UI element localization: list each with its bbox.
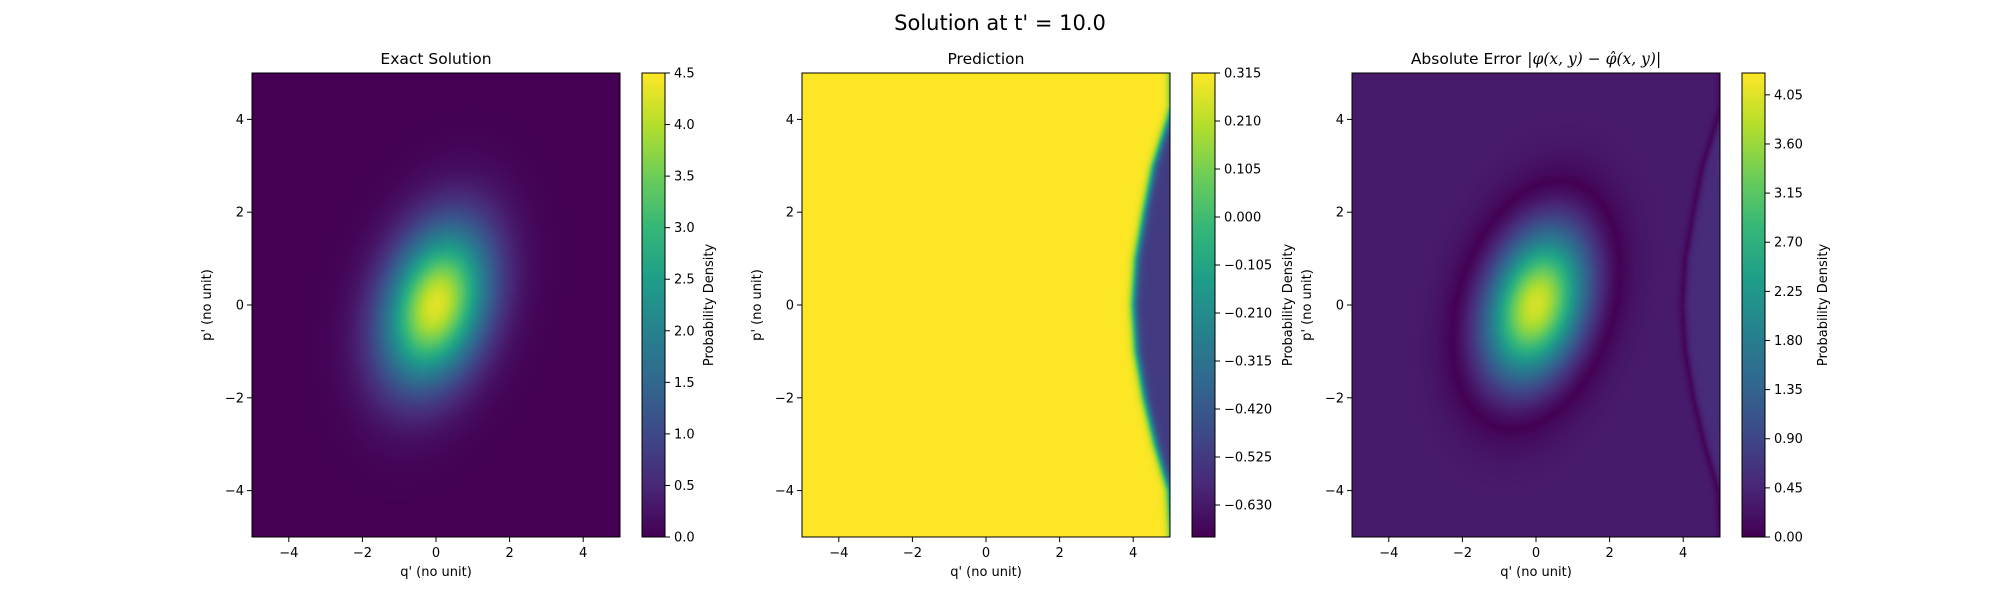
colorbar-tick-label: 1.5 — [674, 376, 695, 391]
y-tick-label: 2 — [786, 206, 794, 221]
x-axis-label: q' (no unit) — [1500, 565, 1572, 580]
colorbar-frame — [641, 72, 666, 538]
x-tick-label: −4 — [1379, 546, 1398, 561]
x-tick-label: −4 — [279, 546, 298, 561]
x-tick-label: 4 — [579, 546, 587, 561]
y-tick-label: 2 — [1336, 206, 1344, 221]
x-tick-label: 0 — [982, 546, 990, 561]
panel-exact-solution: Exact Solution −4 −2 0 2 4 −4 −2 0 2 4 q' (no un… — [200, 50, 717, 580]
y-tick-label: −2 — [775, 391, 794, 406]
colorbar-ticks: 0.0 0.5 1.0 1.5 2.0 2.5 3.0 3.5 4.0 4.5 — [665, 67, 695, 546]
colorbar-tick-label: 0.5 — [674, 479, 695, 494]
colorbar-tick-label: −0.525 — [1224, 451, 1272, 466]
x-axis-label: q' (no unit) — [950, 565, 1022, 580]
colorbar-tick-label: 0.105 — [1224, 163, 1261, 178]
colorbar-tick-label: 3.0 — [674, 221, 695, 236]
x-tick-label: 4 — [1129, 546, 1137, 561]
panel-absolute-error: Absolute Error |φ(x, y) − φ̂(x, y)| −4 −2 0… — [1300, 50, 1831, 580]
colorbar-tick-label: 4.05 — [1774, 88, 1803, 103]
colorbar-tick-label: 2.0 — [674, 324, 695, 339]
colorbar-tick-label: −0.630 — [1224, 499, 1272, 514]
panel-title: Prediction — [947, 50, 1024, 68]
colorbar-tick-label: 3.5 — [674, 170, 695, 185]
heatmap-exact — [252, 73, 620, 537]
x-axis-label: q' (no unit) — [400, 565, 472, 580]
x-ticks: −4 −2 0 2 4 — [829, 537, 1137, 561]
x-tick-label: −4 — [829, 546, 848, 561]
y-tick-label: −4 — [775, 484, 794, 499]
colorbar-frame — [1191, 72, 1216, 538]
colorbar-tick-label: 4.5 — [674, 67, 695, 82]
colorbar-tick-label: 2.5 — [674, 273, 695, 288]
colorbar-tick-label: 0.90 — [1774, 432, 1803, 447]
colorbar-tick-label: 1.35 — [1774, 383, 1803, 398]
colorbar-tick-label: 0.45 — [1774, 481, 1803, 496]
y-tick-label: 0 — [786, 299, 794, 314]
panel-title: Exact Solution — [380, 50, 491, 68]
colorbar-frame — [1741, 72, 1766, 538]
panel-title-math: |φ(x, y) − φ̂(x, y)| — [1527, 50, 1661, 68]
colorbar-tick-label: 0.210 — [1224, 115, 1261, 130]
x-tick-label: 2 — [1055, 546, 1063, 561]
y-tick-label: 4 — [236, 113, 244, 128]
colorbar-tick-label: −0.420 — [1224, 403, 1272, 418]
y-axis-label: p' (no unit) — [750, 269, 765, 341]
y-tick-label: −2 — [225, 391, 244, 406]
x-ticks: −4 −2 0 2 4 — [279, 537, 587, 561]
colorbar-tick-label: 3.60 — [1774, 137, 1803, 152]
y-ticks: −4 −2 0 2 4 — [225, 113, 252, 499]
heatmap-prediction — [802, 73, 1170, 537]
y-tick-label: 2 — [236, 206, 244, 221]
colorbar-label: Probability Density — [1816, 244, 1831, 367]
panel-title: Absolute Error |φ(x, y) − φ̂(x, y)| — [1411, 50, 1661, 68]
x-ticks: −4 −2 0 2 4 — [1379, 537, 1687, 561]
colorbar-tick-label: 2.25 — [1774, 285, 1803, 300]
x-tick-label: 0 — [432, 546, 440, 561]
colorbar-tick-label: 1.0 — [674, 427, 695, 442]
x-tick-label: −2 — [1453, 546, 1472, 561]
x-tick-label: 4 — [1679, 546, 1687, 561]
x-tick-label: 2 — [1605, 546, 1613, 561]
x-tick-label: −2 — [903, 546, 922, 561]
colorbar-tick-label: 1.80 — [1774, 334, 1803, 349]
y-tick-label: 4 — [1336, 113, 1344, 128]
colorbar — [642, 73, 665, 537]
y-tick-label: −4 — [1325, 484, 1344, 499]
y-ticks: −4 −2 0 2 4 — [775, 113, 802, 499]
colorbar-tick-label: 4.0 — [674, 118, 695, 133]
colorbar-tick-label: −0.315 — [1224, 355, 1272, 370]
colorbar-tick-label: −0.105 — [1224, 259, 1272, 274]
colorbar — [1742, 73, 1765, 537]
colorbar-tick-label: 0.0 — [674, 531, 695, 546]
y-tick-label: −2 — [1325, 391, 1344, 406]
y-axis-label: p' (no unit) — [1300, 269, 1315, 341]
y-tick-label: 4 — [786, 113, 794, 128]
colorbar-ticks: 0.00 0.45 0.90 1.35 1.80 2.25 2.70 3.15 3.60 4.05 — [1765, 88, 1803, 546]
colorbar-tick-label: 0.315 — [1224, 67, 1261, 82]
x-tick-label: −2 — [353, 546, 372, 561]
colorbar-label: Probability Density — [1281, 244, 1296, 367]
colorbar-label: Probability Density — [702, 244, 717, 367]
y-tick-label: 0 — [1336, 299, 1344, 314]
y-tick-label: −4 — [225, 484, 244, 499]
colorbar-tick-label: 2.70 — [1774, 236, 1803, 251]
y-axis-label: p' (no unit) — [200, 269, 215, 341]
colorbar-tick-label: 3.15 — [1774, 187, 1803, 202]
x-tick-label: 2 — [505, 546, 513, 561]
panel-title-text: Absolute Error — [1411, 50, 1522, 68]
colorbar-tick-label: −0.210 — [1224, 307, 1272, 322]
y-tick-label: 0 — [236, 299, 244, 314]
figure-suptitle: Solution at t' = 10.0 — [894, 11, 1106, 35]
colorbar-tick-label: 0.00 — [1774, 531, 1803, 546]
x-tick-label: 0 — [1532, 546, 1540, 561]
heatmap-error — [1352, 73, 1720, 537]
y-ticks: −4 −2 0 2 4 — [1325, 113, 1352, 499]
colorbar-ticks: 0.315 0.210 0.105 0.000 −0.105 −0.210 −0.315 −0… — [1215, 67, 1272, 514]
colorbar-tick-label: 0.000 — [1224, 211, 1261, 226]
colorbar — [1192, 73, 1215, 537]
